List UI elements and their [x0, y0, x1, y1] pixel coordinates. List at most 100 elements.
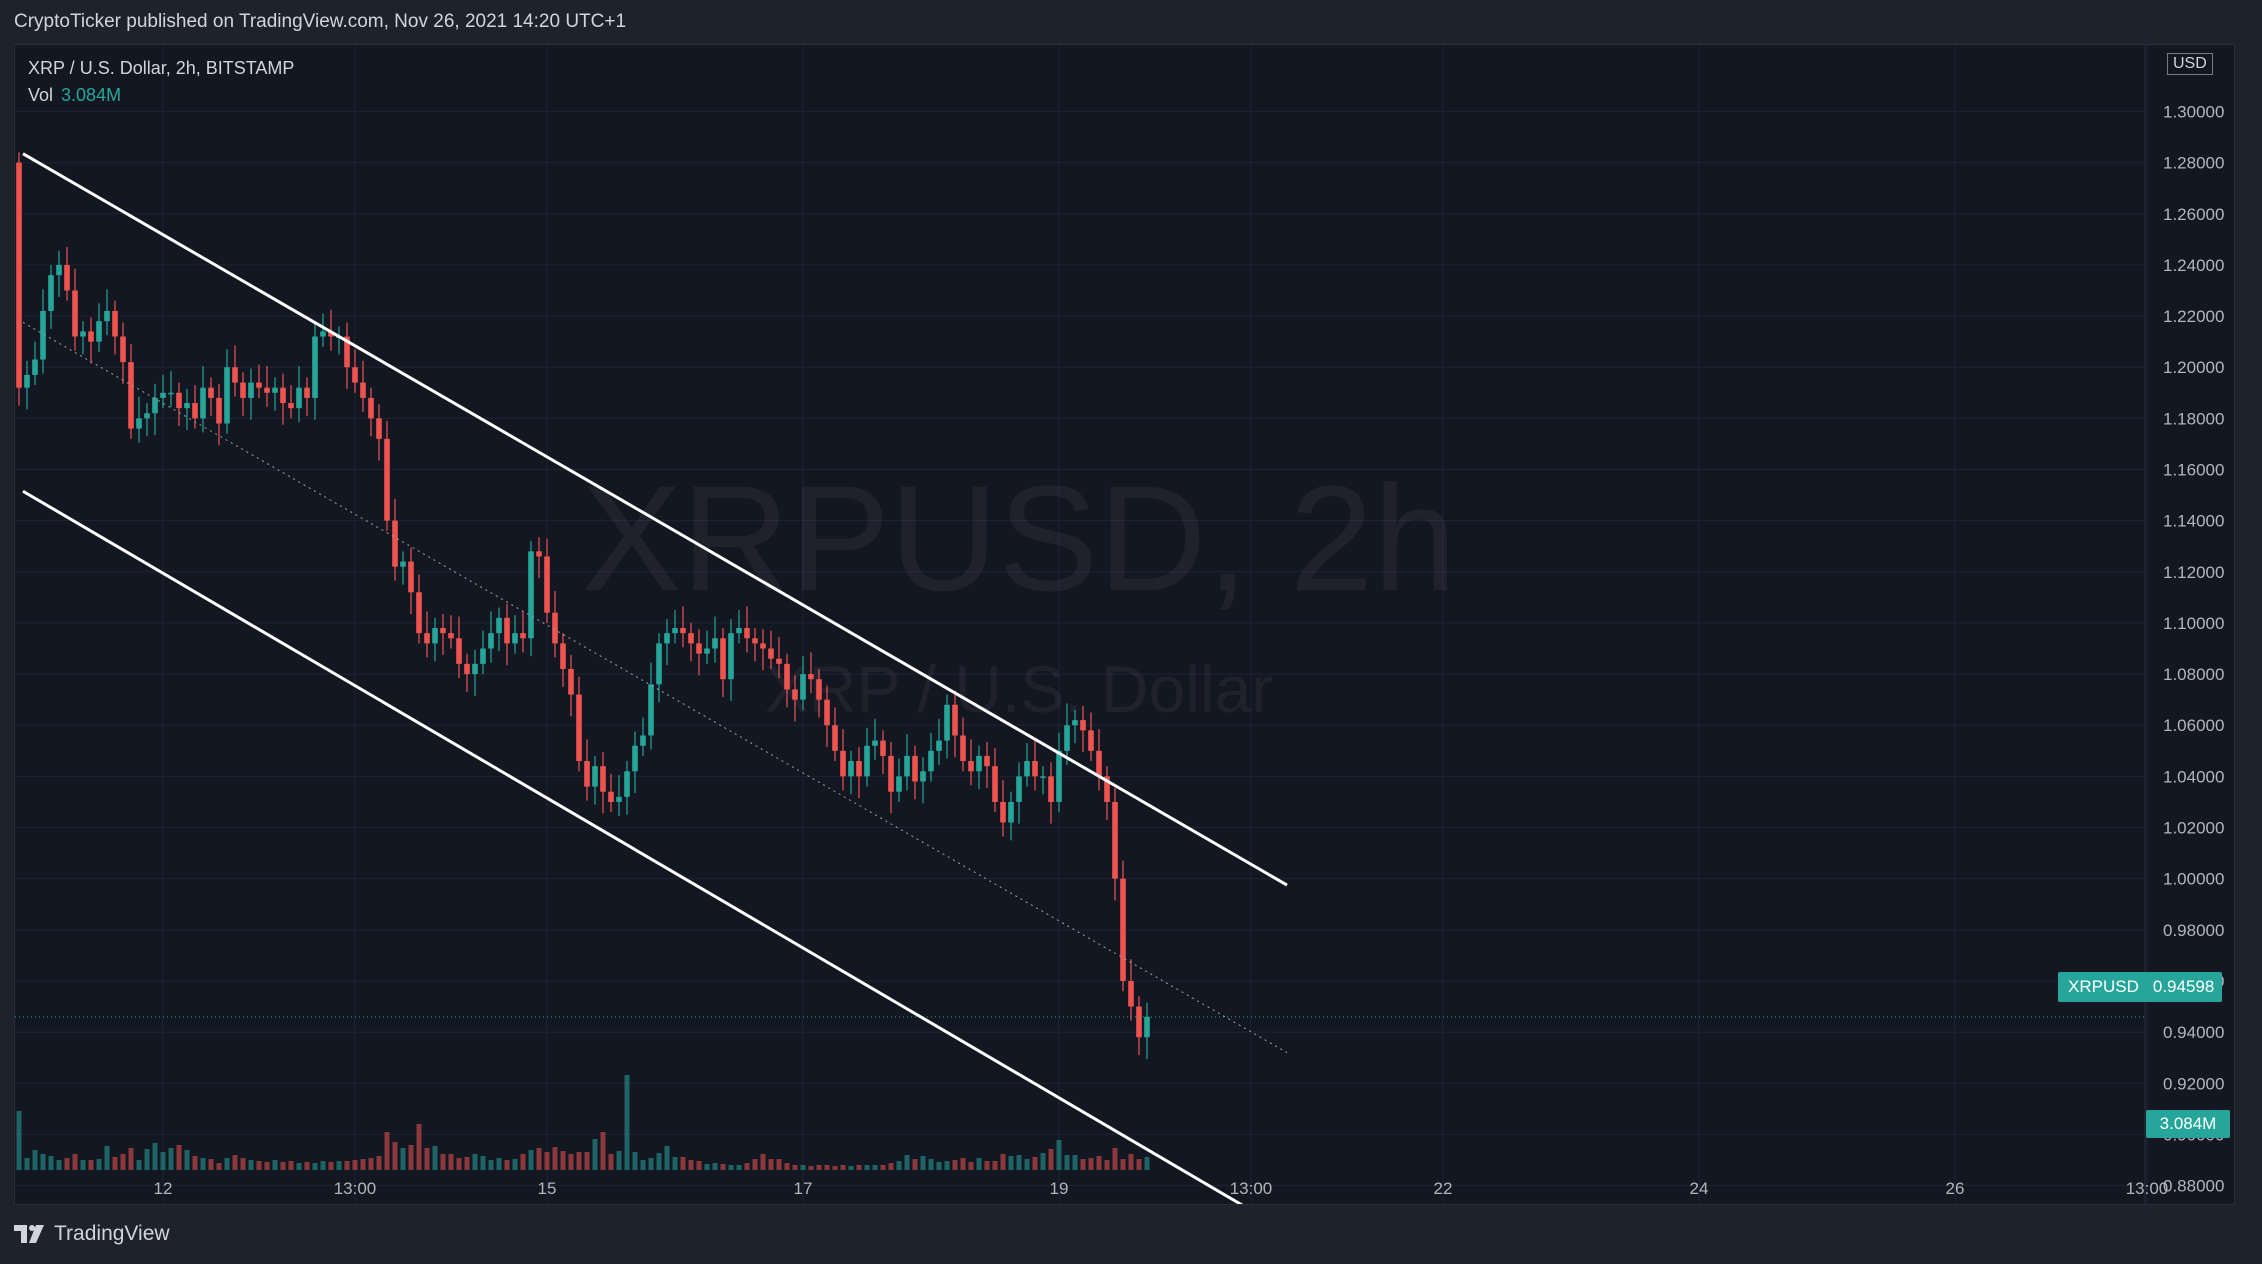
candle-body: [344, 336, 350, 368]
x-tick-label: 24: [1690, 1179, 1709, 1198]
volume-bar: [224, 1158, 230, 1170]
candle-body: [1104, 776, 1110, 802]
candle-body: [584, 761, 590, 787]
candle-body: [816, 679, 822, 700]
volume-bar: [288, 1161, 294, 1170]
tradingview-logo-icon: [14, 1225, 44, 1243]
volume-bar: [72, 1154, 78, 1170]
candle-body: [104, 310, 110, 322]
x-tick-label: 15: [538, 1179, 557, 1198]
volume-bar: [40, 1154, 46, 1170]
candle-body: [1080, 720, 1086, 731]
candle-body: [304, 387, 310, 398]
volume-bar: [784, 1163, 790, 1170]
candle-body: [128, 362, 134, 429]
candle-body: [520, 633, 526, 639]
volume-bar: [976, 1158, 982, 1170]
candle-body: [320, 331, 326, 337]
volume-bar: [872, 1165, 878, 1170]
volume-bar: [464, 1157, 470, 1170]
volume-bar: [1024, 1159, 1030, 1170]
candle-body: [824, 699, 830, 726]
candle-body: [536, 551, 542, 557]
volume-bar: [648, 1158, 654, 1170]
y-tick-label: 1.00000: [2163, 870, 2224, 889]
candle-body: [1040, 776, 1046, 778]
y-tick-label: 0.92000: [2163, 1074, 2224, 1093]
y-tick-label: 1.24000: [2163, 256, 2224, 275]
candle-body: [328, 331, 334, 337]
x-tick-label: 13:00: [1230, 1179, 1273, 1198]
volume-bar: [1016, 1155, 1022, 1170]
y-tick-label: 0.94000: [2163, 1023, 2224, 1042]
volume-bar: [1040, 1153, 1046, 1170]
volume-bar: [584, 1152, 590, 1170]
candle-body: [1136, 1006, 1142, 1038]
tradingview-logo[interactable]: TradingView: [14, 1222, 170, 1246]
candle-body: [800, 674, 806, 700]
volume-bar: [880, 1165, 886, 1170]
volume-bar: [824, 1165, 830, 1170]
y-tick-label: 1.02000: [2163, 819, 2224, 838]
candle-body: [976, 755, 982, 772]
candle-body: [864, 745, 870, 777]
volume-bar: [120, 1154, 126, 1170]
volume-line: Vol 3.084M: [28, 82, 294, 109]
volume-bar: [176, 1145, 182, 1170]
volume-bar: [232, 1155, 238, 1170]
candle-body: [472, 663, 478, 675]
publish-header: CryptoTicker published on TradingView.co…: [0, 0, 2262, 44]
candle-body: [240, 382, 246, 398]
volume-bar: [432, 1146, 438, 1170]
volume-bar: [712, 1163, 718, 1170]
x-tick-label: 12: [154, 1179, 173, 1198]
volume-bar: [256, 1161, 262, 1170]
last-volume-badge: 3.084M: [2146, 1110, 2230, 1138]
volume-bar: [352, 1160, 358, 1170]
candle-body: [1008, 801, 1014, 823]
volume-bar: [184, 1150, 190, 1170]
volume-bar: [440, 1154, 446, 1170]
candles: [15, 152, 2145, 1059]
volume-bar: [1112, 1148, 1118, 1170]
volume-bar: [368, 1158, 374, 1170]
volume-bar: [864, 1165, 870, 1170]
candle-body: [96, 321, 102, 342]
candle-body: [880, 740, 886, 756]
y-tick-label: 1.06000: [2163, 716, 2224, 735]
candle-body: [768, 648, 774, 659]
candle-body: [232, 367, 238, 383]
chart-frame[interactable]: XRPUSD, 2h XRP / U.S. Dollar 1.30000 1.28…: [14, 44, 2235, 1205]
candle-body: [72, 290, 78, 337]
volume-bar: [816, 1165, 822, 1170]
volume-bar: [656, 1153, 662, 1170]
volume-bar: [496, 1158, 502, 1170]
y-tick-label: 1.18000: [2163, 409, 2224, 428]
volume-bar: [568, 1154, 574, 1170]
volume-bar: [280, 1162, 286, 1170]
price-chart[interactable]: XRPUSD, 2h XRP / U.S. Dollar 1.30000 1.28…: [15, 45, 2235, 1205]
currency-button[interactable]: USD: [2167, 53, 2213, 75]
candle-body: [944, 704, 950, 741]
candle-body: [1048, 776, 1054, 802]
volume-bar: [592, 1139, 598, 1170]
volume-bar: [128, 1148, 134, 1170]
y-tick-label: 1.22000: [2163, 307, 2224, 326]
candle-body: [456, 638, 462, 664]
candle-body: [680, 628, 686, 634]
vol-value: 3.084M: [61, 85, 122, 105]
volume-bar: [56, 1160, 62, 1170]
volume-bar: [960, 1158, 966, 1170]
volume-bar: [848, 1166, 854, 1170]
volume-bar: [608, 1154, 614, 1170]
volume-bar: [936, 1162, 942, 1170]
volume-bar: [504, 1160, 510, 1170]
volume-bar: [856, 1165, 862, 1170]
volume-bars: [16, 1075, 1150, 1170]
candle-body: [24, 374, 30, 388]
volume-bar: [1056, 1140, 1062, 1170]
candle-body: [928, 750, 934, 772]
x-tick-label: 13:00: [2126, 1179, 2169, 1198]
candle-body: [784, 663, 790, 690]
candle-body: [120, 336, 126, 363]
